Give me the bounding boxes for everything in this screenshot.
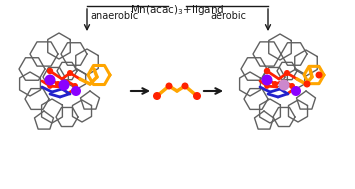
Circle shape <box>181 83 189 90</box>
Circle shape <box>59 80 70 91</box>
Circle shape <box>316 71 322 78</box>
Text: Mn(acac)$_3$+ligand: Mn(acac)$_3$+ligand <box>130 3 224 17</box>
Circle shape <box>264 68 270 74</box>
Circle shape <box>153 92 161 100</box>
Circle shape <box>193 92 201 100</box>
Circle shape <box>284 70 290 76</box>
Circle shape <box>262 74 273 85</box>
Circle shape <box>272 81 278 87</box>
Circle shape <box>55 81 61 87</box>
Circle shape <box>47 68 53 74</box>
Text: aerobic: aerobic <box>210 11 246 21</box>
Circle shape <box>289 83 295 89</box>
Text: anaerobic: anaerobic <box>90 11 138 21</box>
Circle shape <box>44 74 55 85</box>
Circle shape <box>71 86 81 96</box>
Circle shape <box>291 86 301 96</box>
Circle shape <box>165 83 173 90</box>
Circle shape <box>279 80 289 91</box>
Circle shape <box>264 83 270 89</box>
Circle shape <box>72 83 78 89</box>
Circle shape <box>47 83 53 89</box>
Circle shape <box>67 70 73 76</box>
Circle shape <box>304 81 311 88</box>
